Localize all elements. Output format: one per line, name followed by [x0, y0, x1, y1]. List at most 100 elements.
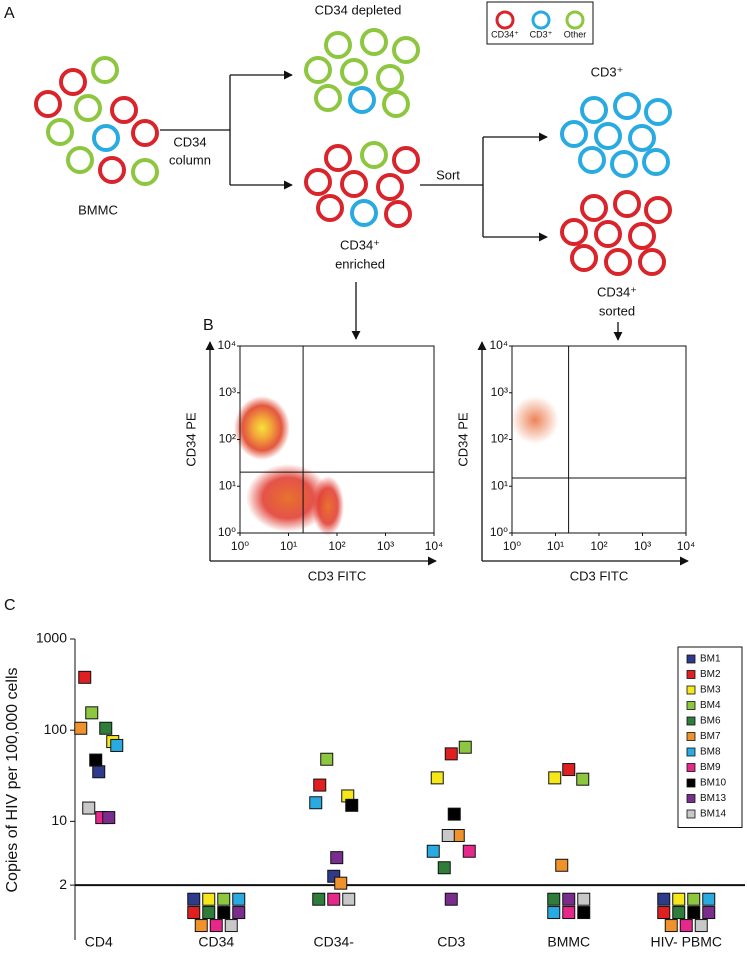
- point: [232, 906, 246, 920]
- step-label: CD34: [173, 134, 206, 149]
- point: [89, 753, 103, 767]
- point: [330, 851, 344, 865]
- point: [694, 919, 708, 933]
- step-label: Sort: [436, 167, 460, 182]
- group-label: CD3⁺: [591, 64, 624, 79]
- y-tick-label: 10²: [219, 432, 236, 446]
- y-tick-label: 10⁴: [489, 338, 508, 352]
- y-tick-label: 10²: [491, 432, 508, 446]
- legend-label: BM14: [700, 809, 727, 820]
- point: [547, 906, 561, 920]
- point: [562, 763, 576, 777]
- point: [430, 771, 444, 785]
- point: [687, 906, 701, 920]
- cell: [314, 84, 342, 112]
- cell: [340, 58, 368, 86]
- cell: [613, 190, 641, 218]
- y-axis-title: CD34 PE: [183, 412, 198, 467]
- cell: [610, 150, 638, 178]
- legend-label: BM4: [700, 700, 721, 711]
- legend-cell: [531, 10, 551, 30]
- cell: [131, 158, 159, 186]
- cell: [644, 196, 672, 224]
- point: [202, 892, 216, 906]
- point: [577, 906, 591, 920]
- point: [547, 892, 561, 906]
- cell: [92, 124, 120, 152]
- legend-cell: [565, 10, 585, 30]
- point: [437, 861, 451, 875]
- point: [313, 778, 327, 792]
- legend-label: BM10: [700, 778, 727, 789]
- legend-swatch: [686, 763, 696, 772]
- cell: [613, 92, 641, 120]
- point: [657, 892, 671, 906]
- point: [702, 892, 716, 906]
- point: [458, 740, 472, 754]
- density-clouds: [234, 396, 559, 536]
- legend-cell: [495, 10, 515, 30]
- x-tick-label: CD34: [198, 934, 234, 950]
- step-label: column: [169, 152, 211, 167]
- point: [576, 772, 590, 786]
- x-tick-label: 10³: [634, 539, 651, 553]
- legend-swatch: [686, 732, 696, 741]
- point: [664, 919, 678, 933]
- cell: [644, 98, 672, 126]
- legend-swatch: [686, 794, 696, 803]
- group-label: enriched: [335, 256, 385, 271]
- x-tick-label: 10⁰: [503, 539, 521, 553]
- cell: [578, 146, 606, 174]
- legend-label: BM1: [700, 654, 721, 665]
- point: [74, 721, 88, 735]
- legend-box: [486, 1, 594, 45]
- point: [702, 906, 716, 920]
- point: [78, 670, 92, 684]
- point: [657, 906, 671, 920]
- point: [672, 892, 686, 906]
- point: [110, 738, 124, 752]
- cell: [382, 90, 410, 118]
- point: [327, 892, 341, 906]
- point: [444, 747, 458, 761]
- legend-label: CD3⁺: [530, 29, 553, 39]
- y-tick-label: 10¹: [219, 478, 236, 492]
- point: [342, 892, 356, 906]
- y-axis-title: CD34 PE: [455, 412, 470, 467]
- cell: [316, 194, 344, 222]
- group-label: CD34⁺: [597, 284, 637, 299]
- point: [92, 765, 106, 779]
- cell: [570, 244, 598, 272]
- cell: [91, 56, 119, 84]
- legend-label: BM3: [700, 685, 721, 696]
- point: [224, 919, 238, 933]
- group-label: BMMC: [78, 202, 118, 217]
- point: [345, 798, 359, 812]
- group-label: sorted: [599, 303, 635, 318]
- cell: [34, 90, 62, 118]
- x-tick-label: HIV- PBMC: [650, 934, 722, 950]
- y-tick-label: 10: [51, 812, 67, 828]
- cell: [384, 200, 412, 228]
- cell: [392, 36, 420, 64]
- x-tick-label: 10²: [328, 539, 345, 553]
- point: [334, 876, 348, 890]
- point: [187, 906, 201, 920]
- cell: [628, 124, 656, 152]
- cell: [560, 120, 588, 148]
- arrows: [160, 70, 623, 341]
- y-axis-title: Copies of HIV per 100,000 cells: [4, 667, 21, 892]
- y-tick-label: 2: [59, 876, 67, 892]
- x-tick-label: BMMC: [547, 934, 590, 950]
- legend-swatch: [686, 778, 696, 788]
- y-tick-label: 10³: [491, 385, 508, 399]
- point: [99, 721, 113, 735]
- cell: [642, 148, 670, 176]
- legend-label: CD34⁺: [491, 29, 519, 39]
- point: [102, 811, 116, 825]
- legend-swatch: [686, 809, 696, 819]
- x-tick-label: 10⁰: [231, 539, 249, 553]
- legend-label: BM7: [700, 731, 721, 742]
- legend-swatch: [686, 701, 696, 710]
